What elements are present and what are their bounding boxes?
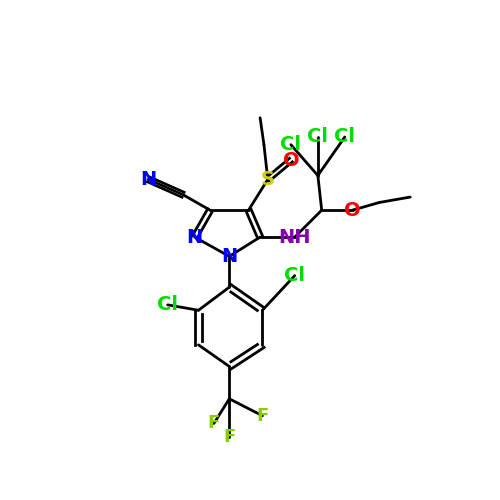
Text: Cl: Cl — [280, 135, 301, 154]
Text: Cl: Cl — [308, 128, 328, 146]
Text: N: N — [186, 228, 203, 246]
Text: Cl: Cl — [157, 296, 178, 314]
Text: N: N — [221, 247, 238, 266]
Text: F: F — [256, 406, 268, 424]
Text: S: S — [261, 170, 275, 189]
Text: Cl: Cl — [284, 266, 305, 285]
Text: F: F — [223, 428, 235, 446]
Text: F: F — [208, 414, 220, 432]
Text: N: N — [140, 170, 156, 189]
Text: O: O — [282, 150, 299, 170]
Text: NH: NH — [278, 228, 311, 246]
Text: O: O — [344, 200, 361, 220]
Text: Cl: Cl — [334, 128, 355, 146]
